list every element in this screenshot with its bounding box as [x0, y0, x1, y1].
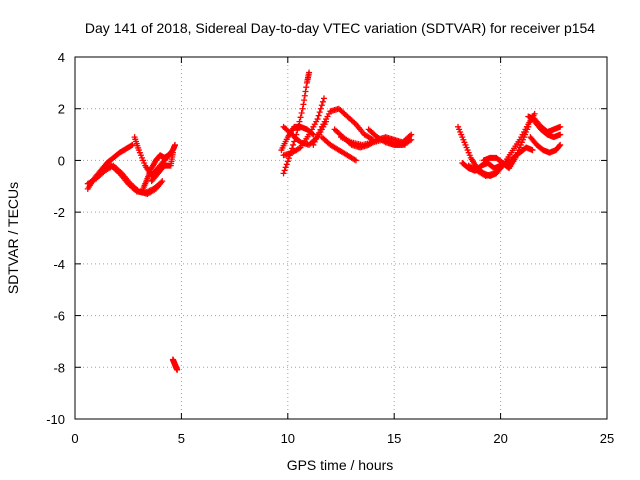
data-point — [401, 141, 408, 148]
data-point — [303, 84, 310, 91]
y-axis-label: SDTVAR / TECUs — [5, 182, 21, 294]
series-track-9 — [280, 118, 330, 148]
data-point — [280, 170, 287, 177]
data-point — [311, 138, 318, 145]
data-point — [313, 135, 320, 142]
data-point — [301, 97, 308, 104]
data-point — [316, 109, 323, 116]
series-track-20 — [503, 144, 536, 169]
series-track-15 — [338, 134, 408, 148]
y-tick-label: -4 — [53, 257, 65, 272]
data-point — [314, 132, 321, 139]
data-point — [525, 123, 532, 130]
y-tick-label: -8 — [53, 360, 65, 375]
data-point — [282, 164, 289, 171]
x-tick-label: 0 — [71, 431, 78, 446]
data-point — [129, 141, 136, 148]
x-tick-label: 10 — [281, 431, 295, 446]
series-track-16 — [455, 123, 513, 179]
x-tick-label: 5 — [178, 431, 185, 446]
axis-ticks: 0 5 10 15 20 25 -10 -8 -6 -4 -2 0 2 4 — [46, 50, 614, 446]
data-point — [290, 141, 297, 148]
data-point — [302, 88, 309, 95]
data-point — [299, 105, 306, 112]
data-point — [314, 116, 321, 123]
series-track-6 — [148, 149, 176, 185]
data-point — [296, 118, 303, 125]
data-point — [529, 147, 536, 154]
series-track-13 — [318, 134, 359, 164]
data-point — [557, 123, 564, 130]
data-point — [310, 141, 317, 148]
series-track-3 — [99, 162, 164, 196]
data-point — [174, 366, 181, 373]
data-point — [315, 112, 322, 119]
data-point — [556, 142, 563, 149]
series-track-5 — [140, 141, 179, 192]
data-point — [408, 136, 415, 143]
data-point — [297, 114, 304, 121]
data-point — [317, 126, 324, 133]
series-outlier — [169, 356, 181, 373]
data-point — [298, 110, 305, 117]
x-tick-label: 15 — [387, 431, 401, 446]
data-point — [156, 181, 163, 188]
data-point — [317, 105, 324, 112]
y-tick-label: 0 — [58, 153, 65, 168]
data-point — [283, 161, 290, 168]
y-tick-label: 2 — [58, 102, 65, 117]
plot-frame — [74, 56, 608, 420]
x-tick-label: 25 — [600, 431, 614, 446]
data-point — [318, 102, 325, 109]
y-tick-label: -6 — [53, 309, 65, 324]
data-point — [320, 95, 327, 102]
data-point — [316, 129, 323, 136]
data-point — [157, 180, 164, 187]
data-point — [557, 141, 564, 148]
series-track-11 — [310, 105, 376, 148]
y-tick-label: -2 — [53, 205, 65, 220]
data-point — [408, 131, 415, 138]
series-track-10 — [280, 95, 327, 159]
series-track-22 — [527, 134, 564, 156]
data-point — [281, 167, 288, 174]
y-tick-label: 4 — [58, 50, 65, 65]
data-point — [352, 157, 359, 164]
data-point — [319, 98, 326, 105]
data-marks — [84, 69, 564, 373]
x-tick-label: 20 — [493, 431, 507, 446]
series-track-23 — [531, 118, 564, 141]
data-point — [300, 101, 307, 108]
y-tick-label: -10 — [46, 412, 65, 427]
data-point — [306, 69, 313, 76]
data-point — [531, 110, 538, 117]
data-point — [301, 92, 308, 99]
x-axis-label: GPS time / hours — [287, 457, 394, 473]
series-track-18 — [465, 110, 538, 179]
chart-title: Day 141 of 2018, Sidereal Day-to-day VTE… — [85, 20, 595, 36]
data-point — [172, 141, 179, 148]
data-point — [169, 149, 176, 156]
data-point — [557, 131, 564, 138]
data-point — [284, 158, 291, 165]
